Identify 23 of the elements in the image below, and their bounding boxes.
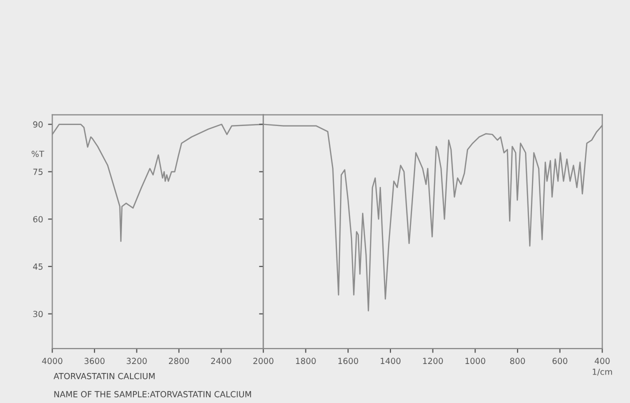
- x-tick-label: 1200: [423, 358, 443, 364]
- x-tick-label: 4000: [42, 358, 62, 364]
- x-tick-label: 2800: [168, 358, 189, 364]
- y-tick-label: 60: [33, 216, 43, 222]
- x-tick-label: 400: [594, 358, 610, 364]
- y-tick-label: 45: [33, 264, 43, 270]
- x-tick-label: 600: [552, 358, 568, 364]
- y-tick-label: 90: [33, 121, 43, 128]
- x-tick-label: 1600: [338, 358, 358, 364]
- x-tick-label: 2000: [253, 358, 274, 364]
- text: NAME OF THE SAMPLE:ATORVASTATIN CALCIUM: [54, 391, 251, 398]
- x-tick-label: 1800: [296, 358, 316, 364]
- y-axis-title: %T: [32, 150, 44, 158]
- x-tick-label: 3600: [84, 358, 105, 364]
- y-tick-label: 75: [33, 168, 43, 175]
- x-tick-label: 1400: [380, 358, 400, 364]
- x-axis-title: 1/cm: [592, 368, 612, 376]
- text: ATORVASTATIN CALCIUM: [54, 372, 155, 380]
- y-tick-label: 30: [33, 310, 43, 318]
- x-tick-label: 800: [510, 358, 525, 364]
- x-tick-label: 2400: [211, 358, 232, 364]
- x-tick-label: 3200: [126, 358, 147, 364]
- x-tick-label: 1000: [465, 358, 486, 364]
